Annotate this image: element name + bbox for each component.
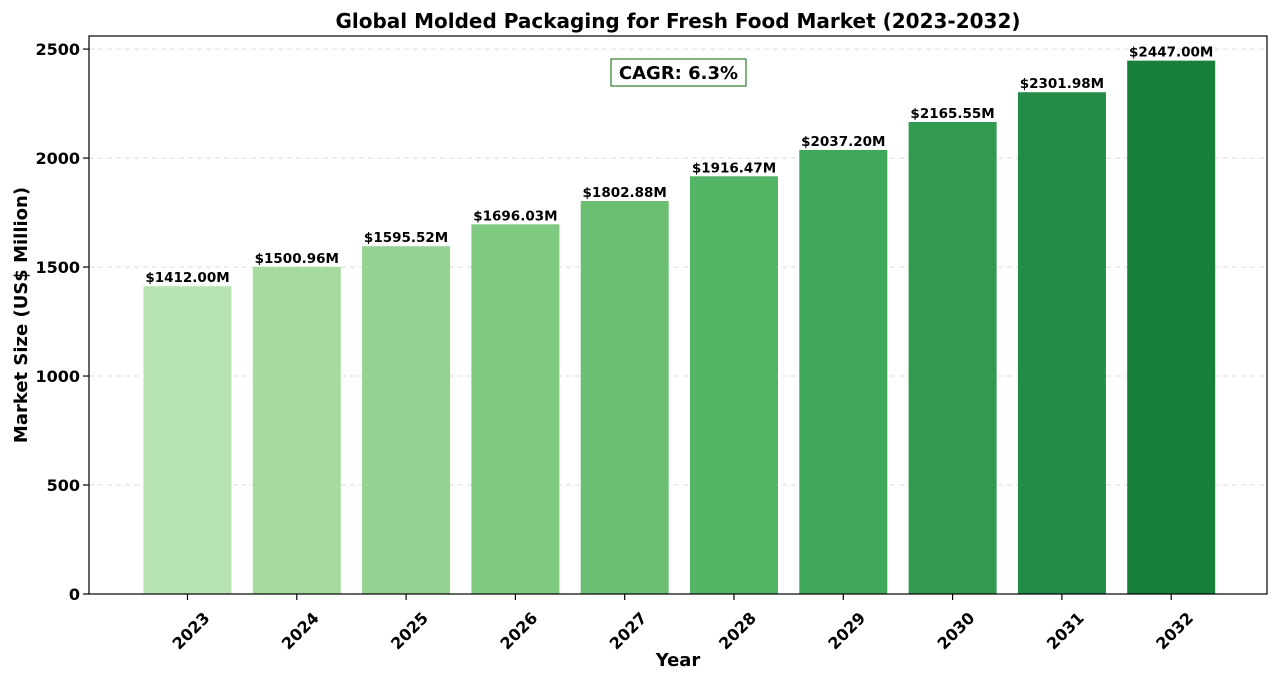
- y-tick-label: 1000: [35, 367, 80, 386]
- bar: [143, 286, 232, 594]
- x-tick-label: 2024: [278, 608, 323, 653]
- y-tick-label: 2000: [35, 149, 80, 168]
- bar-value-label: $1916.47M: [692, 160, 776, 176]
- x-tick-label: 2029: [824, 608, 869, 653]
- bar: [1017, 92, 1106, 594]
- y-axis-label: Market Size (US$ Million): [11, 187, 32, 443]
- bar: [580, 201, 669, 594]
- bar: [252, 266, 341, 594]
- chart-title: Global Molded Packaging for Fresh Food M…: [335, 9, 1020, 33]
- y-tick-label: 1500: [35, 258, 80, 277]
- x-tick-label: 2025: [387, 608, 432, 653]
- bar: [690, 176, 778, 595]
- data-labels: $1412.00M $1500.96M $1595.52M $1696.03M $180…: [145, 45, 1213, 287]
- bar: [908, 121, 997, 594]
- bar-value-label: $1412.00M: [145, 270, 229, 286]
- bar-value-label: $1696.03M: [473, 208, 557, 224]
- y-tick-label: 2500: [35, 40, 80, 59]
- x-axis-ticks: 2023 2024 2025 2026 2027 2028 2029 2030 2031 2032: [168, 594, 1197, 653]
- x-axis-label: Year: [655, 650, 701, 671]
- bar: [362, 246, 451, 594]
- x-tick-label: 2032: [1152, 608, 1197, 653]
- plot-frame: [88, 35, 1268, 595]
- x-tick-label: 2027: [606, 608, 651, 653]
- x-tick-label: 2028: [715, 608, 760, 653]
- bar: [471, 224, 560, 594]
- y-tick-label: 500: [47, 476, 80, 495]
- bar: [799, 149, 888, 595]
- x-tick-label: 2023: [168, 608, 213, 653]
- bar-value-label: $2447.00M: [1129, 45, 1213, 61]
- bar-value-label: $2037.20M: [801, 134, 885, 150]
- bar-value-label: $1802.88M: [583, 185, 667, 201]
- cagr-box: [610, 58, 747, 87]
- bars: [143, 60, 1216, 595]
- cagr-label: CAGR: 6.3%: [619, 63, 738, 84]
- bar-value-label: $1595.52M: [364, 230, 448, 246]
- bar-value-label: $2165.55M: [910, 106, 994, 122]
- x-tick-label: 2030: [934, 608, 979, 653]
- bar-value-label: $1500.96M: [255, 251, 339, 267]
- bar-value-label: $2301.98M: [1020, 76, 1104, 92]
- bar: [1127, 60, 1216, 594]
- y-axis-ticks: 0 500 1000 1500 2000 2500: [35, 40, 89, 604]
- y-tick-label: 0: [69, 585, 80, 604]
- x-tick-label: 2031: [1043, 608, 1088, 653]
- cagr-annotation: CAGR: 6.3%: [610, 58, 747, 87]
- x-tick-label: 2026: [496, 608, 541, 653]
